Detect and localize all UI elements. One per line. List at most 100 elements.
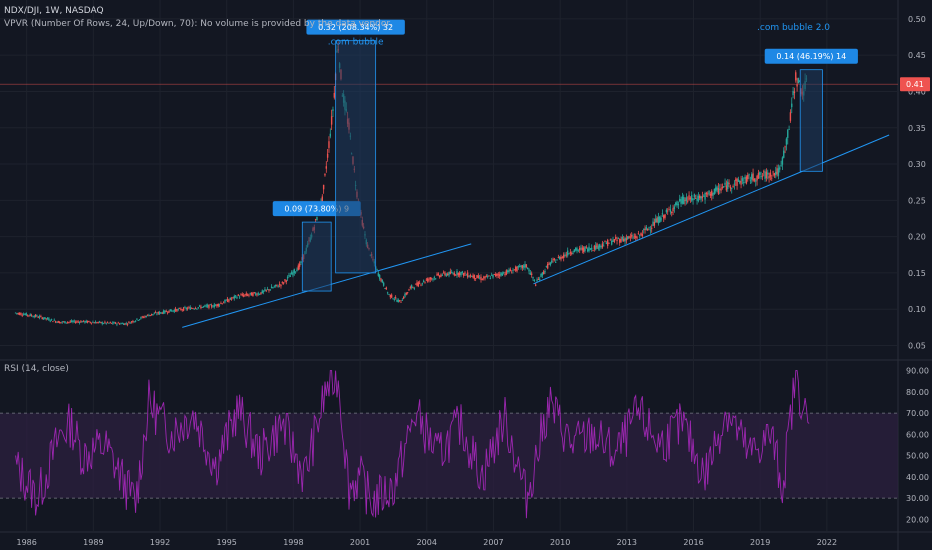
candle-body — [228, 300, 230, 302]
price-tick-label: 0.40 — [908, 87, 926, 96]
candle-body — [128, 321, 130, 323]
candle-body — [170, 310, 173, 312]
candle-body — [768, 176, 770, 179]
candle-body — [753, 178, 756, 181]
candle-body — [325, 166, 328, 169]
measure-box — [799, 69, 823, 172]
rsi-tick-label: 50.00 — [906, 452, 929, 461]
candle-body — [102, 323, 105, 325]
candle-body — [692, 198, 694, 201]
symbol-title[interactable]: NDX/DJI, 1W, NASDAQ — [4, 6, 104, 16]
candle-body — [641, 233, 644, 237]
candle-body — [589, 248, 592, 250]
candle-body — [388, 294, 390, 295]
candle-body — [148, 315, 150, 317]
candle-body — [172, 310, 174, 312]
candle-body — [660, 217, 662, 221]
candle-body — [604, 240, 606, 242]
candle-body — [40, 316, 42, 317]
candle-body — [386, 292, 389, 294]
candle-body — [740, 181, 742, 185]
candle-body — [242, 295, 245, 297]
candle-body — [398, 299, 401, 301]
candle-body — [744, 176, 746, 179]
candle-body — [416, 282, 418, 286]
candle-body — [232, 297, 234, 298]
candle-body — [608, 242, 610, 244]
candle-body — [46, 317, 49, 320]
candle-body — [635, 235, 637, 238]
candle-body — [545, 266, 548, 267]
candle-body — [655, 218, 657, 223]
candle-body — [458, 272, 461, 276]
candle-body — [186, 308, 189, 310]
candle-body — [556, 259, 558, 261]
candle-body — [74, 321, 77, 323]
candle-body — [679, 198, 681, 202]
candle-body — [709, 193, 712, 196]
candle-body — [124, 323, 126, 325]
candle-body — [760, 176, 762, 178]
price-tick-label: 0.35 — [908, 124, 926, 133]
candle-body — [466, 272, 469, 278]
candle-body — [420, 284, 422, 286]
candle-body — [440, 274, 442, 277]
candle-body — [246, 294, 249, 296]
candle-body — [448, 271, 450, 276]
candle-body — [68, 321, 70, 323]
candle-body — [597, 246, 600, 249]
candle-body — [454, 274, 457, 276]
candle-body — [552, 259, 554, 261]
candle-body — [741, 178, 744, 182]
candle-body — [142, 317, 145, 318]
candle-body — [683, 196, 685, 205]
vpvr-indicator-label[interactable]: VPVR (Number Of Rows, 24, Up/Down, 70): … — [4, 19, 393, 29]
candle-body — [409, 287, 412, 288]
candle-body — [249, 292, 251, 294]
candle-body — [53, 319, 55, 321]
candle-body — [524, 264, 526, 268]
candle-body — [328, 141, 330, 148]
candle-body — [528, 269, 530, 272]
candle-body — [38, 316, 41, 318]
candle-body — [442, 271, 445, 273]
candle-body — [380, 278, 382, 281]
candle-body — [537, 279, 540, 280]
candle-body — [244, 294, 246, 296]
candle-body — [194, 308, 197, 309]
candle-body — [765, 171, 768, 179]
candle-body — [198, 305, 201, 307]
candle-body — [653, 222, 656, 226]
bubble-annotation: .com bubble — [328, 37, 384, 47]
axes: 0.50 0.45 0.40 0.35 0.30 0.25 0.20 0.15 0.10 0.05… — [16, 15, 930, 547]
candle-body — [294, 271, 297, 273]
time-tick-label: 1992 — [150, 538, 170, 547]
candle-body — [506, 270, 509, 272]
candle-body — [269, 289, 271, 291]
candle-body — [664, 214, 666, 218]
candle-body — [52, 321, 54, 323]
candle-body — [705, 192, 708, 195]
candle-body — [470, 276, 473, 277]
candle-body — [584, 246, 586, 251]
candle-body — [234, 295, 237, 297]
candle-body — [221, 303, 223, 305]
candle-body — [460, 272, 462, 276]
candle-body — [136, 318, 138, 320]
candle-body — [441, 274, 444, 276]
candle-body — [413, 287, 416, 289]
candle-body — [25, 313, 27, 316]
candle-body — [236, 297, 238, 299]
candle-body — [129, 322, 131, 324]
candle-body — [712, 193, 714, 196]
candle-body — [711, 190, 713, 196]
candle-body — [293, 269, 295, 274]
candle-body — [583, 247, 585, 252]
candle-body — [609, 239, 612, 241]
candle-body — [652, 221, 654, 226]
rsi-indicator-label[interactable]: RSI (14, close) — [4, 364, 69, 374]
candle-body — [797, 78, 800, 84]
candle-body — [781, 157, 784, 165]
candle-body — [137, 320, 139, 321]
candle-body — [546, 263, 549, 269]
